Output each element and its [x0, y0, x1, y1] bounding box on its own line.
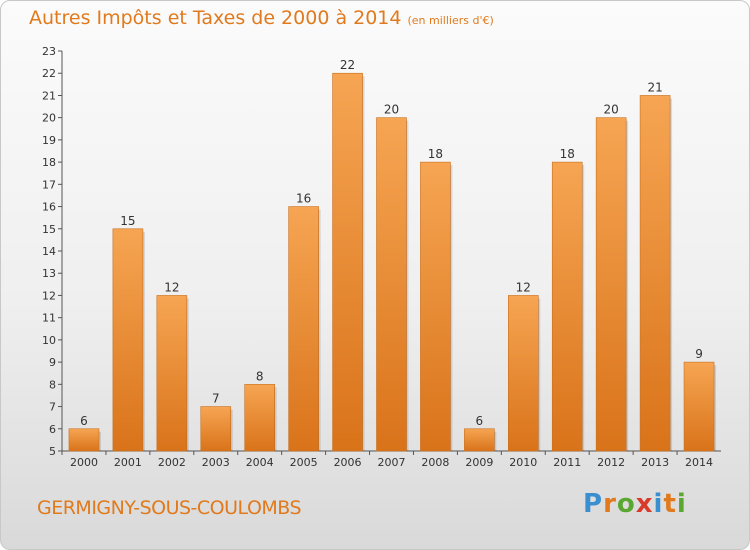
location-name: GERMIGNY-SOUS-COULOMBS	[37, 497, 302, 519]
bar	[376, 117, 407, 452]
chart-unit-label: (en milliers d'€)	[407, 14, 494, 27]
bar-value-label: 18	[428, 147, 443, 161]
bar	[68, 428, 100, 452]
bar-shadow	[406, 120, 409, 452]
bar	[464, 428, 495, 452]
bar	[420, 161, 451, 452]
logo-letter: x	[635, 489, 654, 519]
y-tick-label: 12	[42, 289, 56, 302]
bar-shadow	[714, 365, 717, 451]
y-tick-label: 6	[49, 423, 56, 436]
logo-letter: r	[603, 489, 617, 519]
chart-title: Autres Impôts et Taxes de 2000 à 2014 (en…	[29, 7, 494, 29]
bar-shadow	[670, 98, 673, 451]
x-tick-label: 2000	[70, 456, 98, 469]
x-tick-label: 2012	[597, 456, 625, 469]
bar-shadow	[494, 431, 497, 451]
x-tick-label: 2005	[290, 456, 318, 469]
bar	[200, 406, 232, 452]
x-tick-label: 2010	[509, 456, 537, 469]
bar	[595, 117, 627, 452]
bar-shadow	[186, 298, 189, 451]
y-tick-label: 20	[42, 112, 56, 125]
chart-bars	[68, 72, 717, 452]
x-tick-label: 2001	[114, 456, 142, 469]
x-tick-label: 2002	[158, 456, 186, 469]
bar-shadow	[98, 431, 101, 451]
bar	[244, 384, 275, 452]
x-tick-label: 2008	[421, 456, 449, 469]
logo-letter: t	[663, 489, 677, 519]
logo-letter: P	[583, 489, 604, 519]
y-tick-label: 10	[42, 334, 56, 347]
y-tick-label: 5	[49, 445, 56, 458]
y-tick-label: 21	[42, 89, 56, 102]
bar-shadow	[538, 298, 541, 451]
bar	[683, 361, 715, 452]
y-tick-label: 7	[49, 401, 56, 414]
x-tick-label: 2011	[553, 456, 581, 469]
bar-value-label: 7	[212, 392, 220, 406]
bar-value-label: 12	[516, 280, 531, 294]
bar	[639, 95, 671, 452]
logo-letter: o	[616, 489, 636, 519]
x-tick-label: 2006	[334, 456, 362, 469]
bar-value-label: 22	[340, 58, 355, 72]
bar-value-label: 18	[560, 147, 575, 161]
y-tick-label: 17	[42, 178, 56, 191]
bar-shadow	[142, 231, 145, 451]
bar-value-label: 16	[296, 192, 311, 206]
bar-value-label: 8	[256, 369, 264, 383]
bar-value-label: 12	[164, 280, 179, 294]
y-tick-label: 19	[42, 134, 56, 147]
bar-value-label: 6	[476, 414, 484, 428]
bar	[112, 228, 144, 452]
bar-value-label: 9	[695, 347, 703, 361]
bar	[332, 72, 363, 452]
y-tick-label: 16	[42, 201, 56, 214]
y-tick-label: 11	[42, 312, 56, 325]
y-tick-label: 22	[42, 67, 56, 80]
x-tick-label: 2004	[246, 456, 274, 469]
bar	[507, 295, 539, 452]
x-tick-label: 2013	[641, 456, 669, 469]
bar	[288, 206, 319, 452]
x-tick-label: 2003	[202, 456, 230, 469]
y-tick-label: 8	[49, 378, 56, 391]
chart-labels: 6 15 12 7 8 16 22 20 18 6 12 18 20 21 9	[80, 58, 703, 428]
bar-shadow	[274, 387, 277, 451]
y-tick-label: 14	[42, 245, 56, 258]
bar-shadow	[450, 165, 453, 451]
proxiti-logo: Proxiti	[583, 489, 687, 519]
y-tick-label: 18	[42, 156, 56, 169]
x-tick-label: 2009	[465, 456, 493, 469]
bar-shadow	[582, 165, 585, 451]
y-tick-label: 23	[42, 45, 56, 58]
logo-letter: i	[676, 489, 687, 519]
bar	[551, 161, 583, 452]
bar-value-label: 6	[80, 414, 88, 428]
logo-letter: i	[653, 489, 664, 519]
x-tick-label: 2014	[685, 456, 713, 469]
chart-title-text: Autres Impôts et Taxes de 2000 à 2014	[29, 7, 402, 29]
bar-value-label: 15	[120, 214, 135, 228]
x-tick-label: 2007	[378, 456, 406, 469]
bar-shadow	[626, 120, 629, 452]
y-tick-label: 9	[49, 356, 56, 369]
y-tick-label: 15	[42, 223, 56, 236]
bar-value-label: 21	[647, 80, 662, 94]
bar-shadow	[362, 76, 365, 451]
bar-shadow	[230, 409, 233, 451]
bar-shadow	[318, 209, 321, 451]
bar-value-label: 20	[604, 103, 619, 117]
bar-value-label: 20	[384, 103, 399, 117]
y-tick-label: 13	[42, 267, 56, 280]
bar	[156, 295, 188, 452]
